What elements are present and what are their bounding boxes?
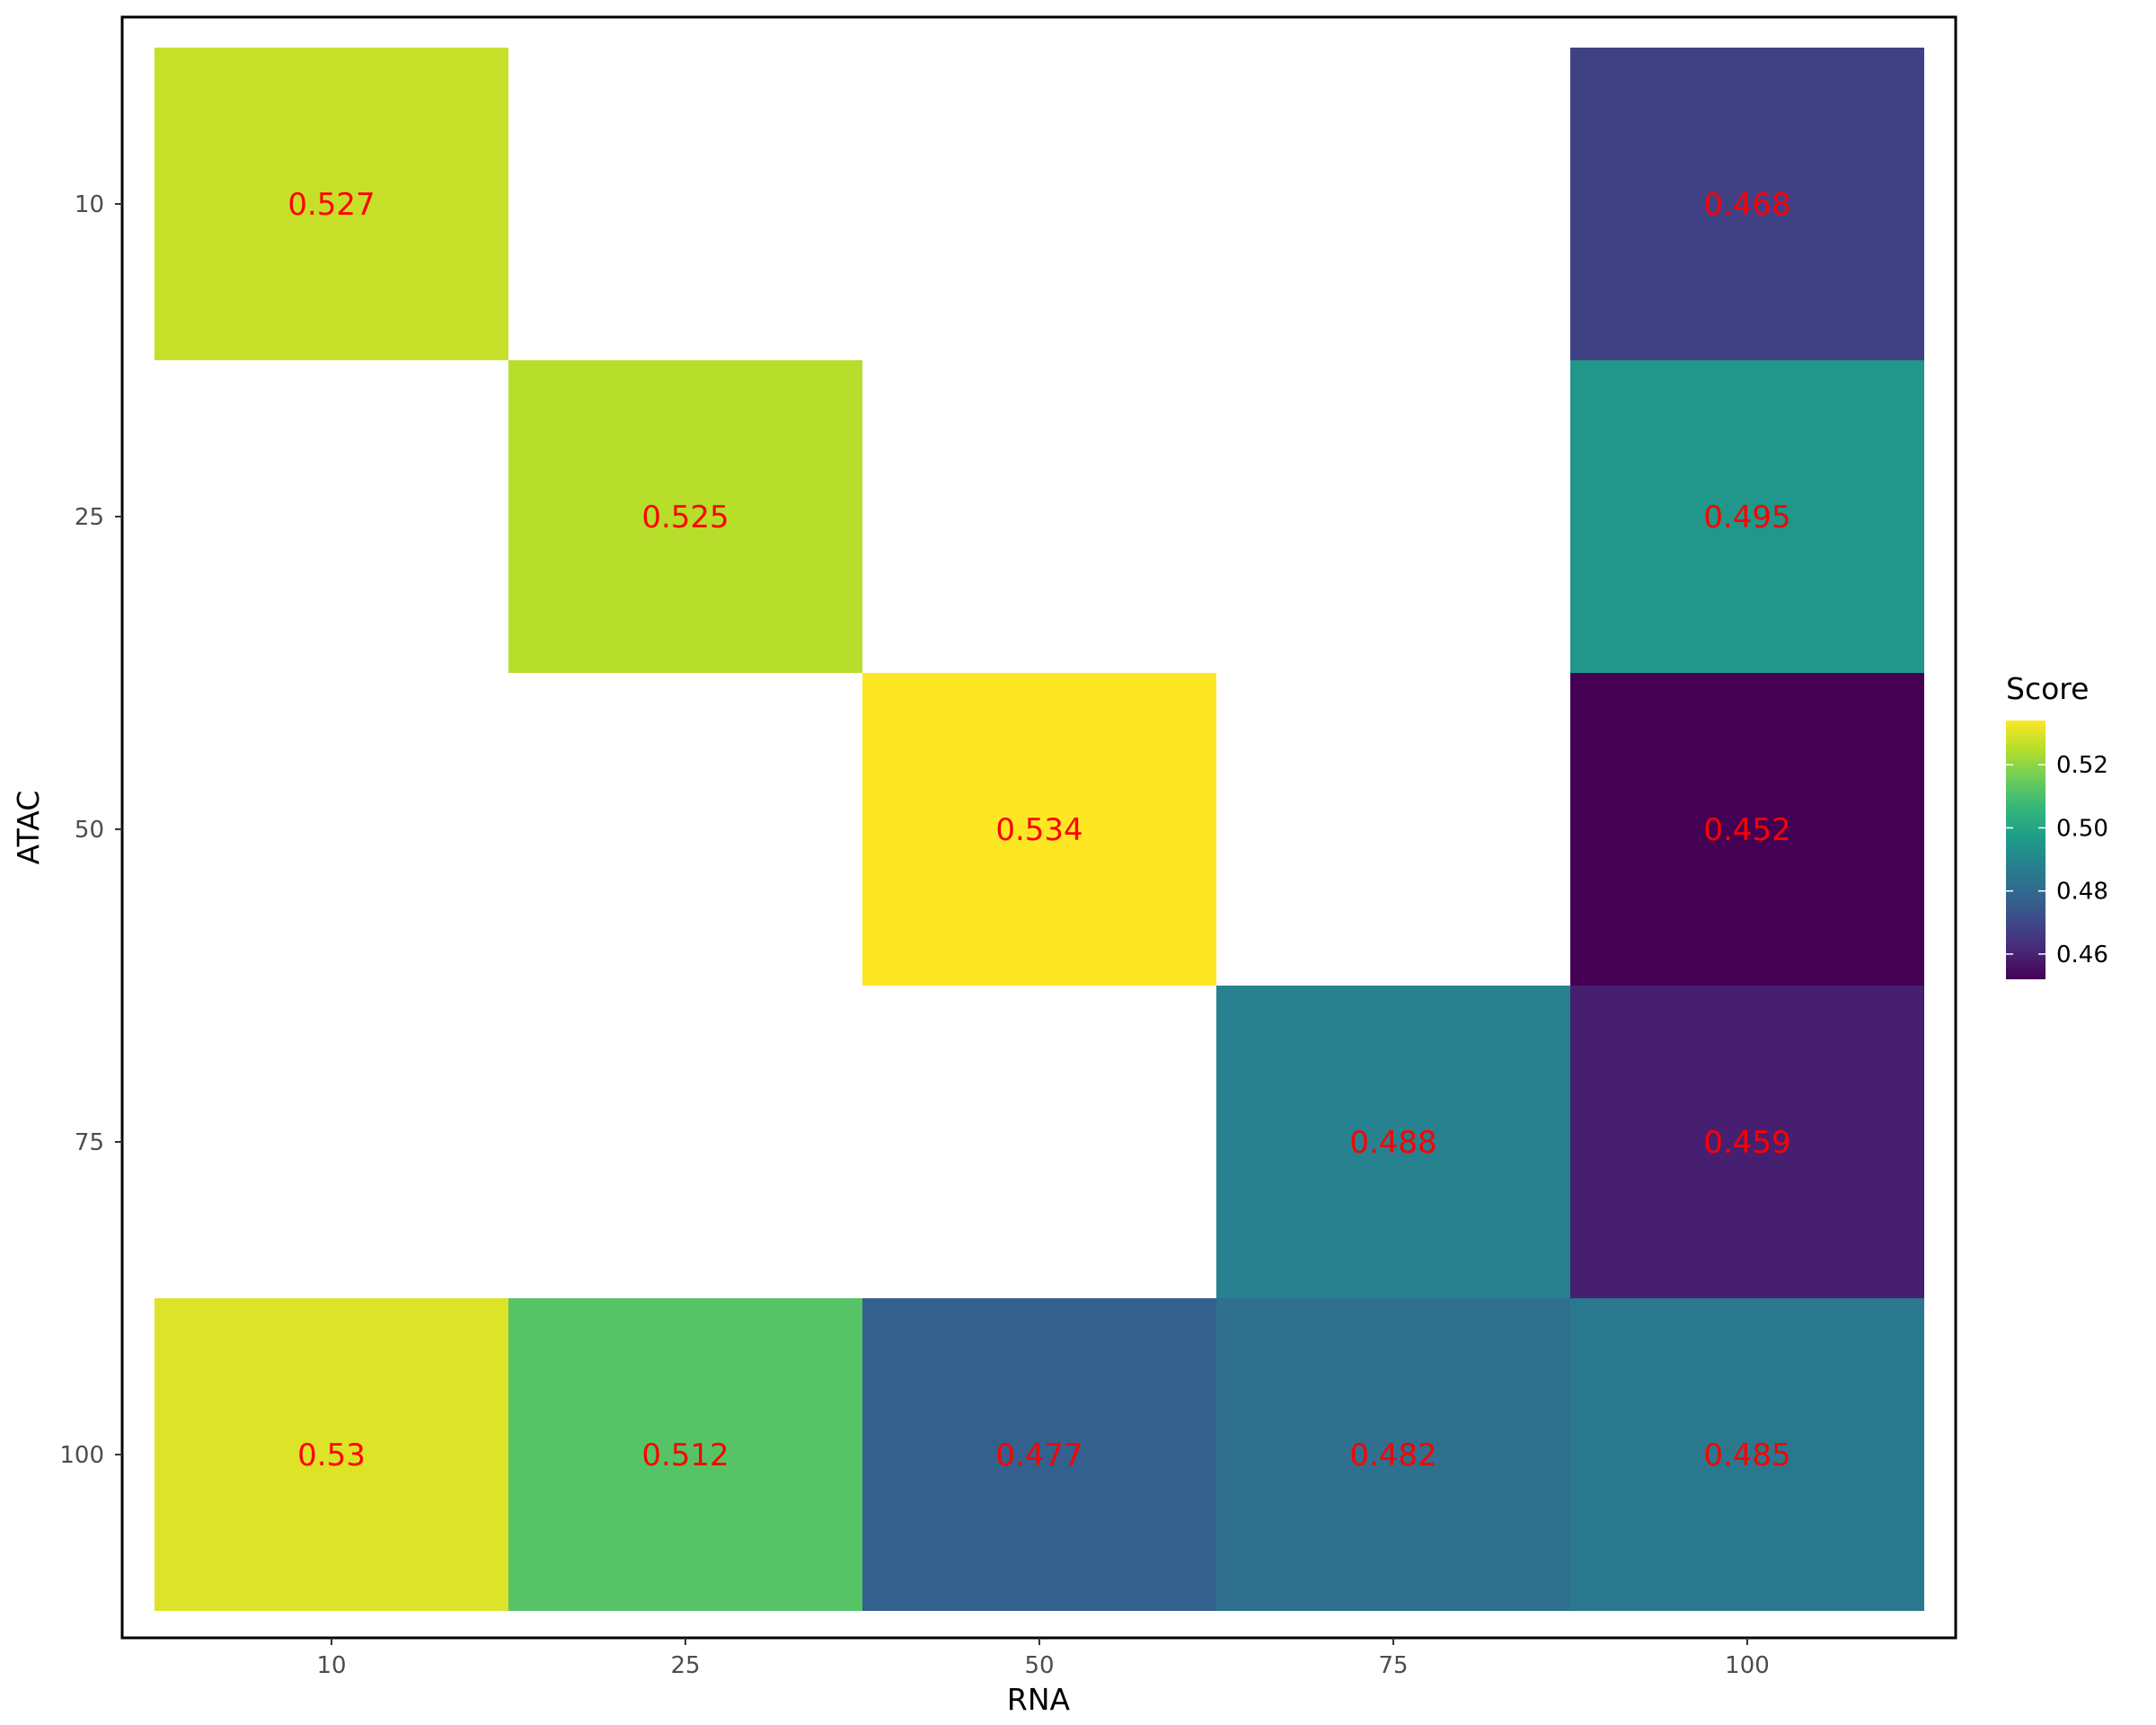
x-tick-label: 50 <box>1024 1652 1054 1679</box>
heatmap-cell-rna10-atac10 <box>155 48 508 360</box>
heatmap-cell-rna100-atac75 <box>1570 986 1924 1298</box>
cell-value-label: 0.527 <box>287 187 375 223</box>
y-tick-label: 100 <box>59 1442 104 1469</box>
legend-tick-label: 0.46 <box>2056 942 2108 969</box>
cell-value-label: 0.495 <box>1703 500 1790 535</box>
cell-labels: 0.527 0.468 0.525 0.495 0.534 0.452 0.488 0.459… <box>287 187 1790 1473</box>
x-tick-label: 25 <box>670 1652 700 1679</box>
cell-value-label: 0.482 <box>1349 1438 1436 1473</box>
cell-value-label: 0.452 <box>1703 812 1790 848</box>
x-axis-title: RNA <box>1007 1682 1071 1717</box>
cell-value-label: 0.485 <box>1703 1438 1790 1473</box>
y-axis-title: ATAC <box>11 791 46 865</box>
y-tick-label: 10 <box>75 191 104 218</box>
cell-value-label: 0.477 <box>995 1438 1082 1473</box>
x-tick-label: 100 <box>1725 1652 1770 1679</box>
cell-value-label: 0.525 <box>641 500 729 535</box>
x-axis-ticks: 10 25 50 75 100 <box>316 1638 1770 1679</box>
heatmap-cells <box>155 48 1924 1611</box>
legend-tick-label: 0.50 <box>2056 815 2108 842</box>
heatmap-cell-rna100-atac50 <box>1570 673 1924 986</box>
cell-value-label: 0.534 <box>995 812 1082 848</box>
cell-value-label: 0.53 <box>297 1438 366 1473</box>
x-tick-label: 10 <box>316 1652 346 1679</box>
heatmap-cell-rna75-atac75 <box>1216 986 1570 1298</box>
heatmap-cell-rna25-atac25 <box>508 360 862 673</box>
y-axis-ticks: 10 25 50 75 100 <box>59 191 122 1469</box>
y-tick-label: 50 <box>75 817 104 844</box>
y-tick-label: 75 <box>75 1129 104 1156</box>
cell-value-label: 0.512 <box>641 1438 729 1473</box>
legend-tick-label: 0.48 <box>2056 879 2108 906</box>
legend-colorbar <box>2006 721 2046 979</box>
heatmap-cell-rna50-atac100 <box>862 1298 1216 1611</box>
cell-value-label: 0.459 <box>1703 1125 1790 1161</box>
heatmap-cell-rna25-atac100 <box>508 1298 862 1611</box>
legend-tick-label: 0.52 <box>2056 752 2108 779</box>
heatmap-cell-rna100-atac10 <box>1570 48 1924 360</box>
heatmap-cell-rna75-atac100 <box>1216 1298 1570 1611</box>
color-legend: Score 0.46 0.48 0.50 0.52 <box>2006 671 2108 979</box>
heatmap-cell-rna50-atac50 <box>862 673 1216 986</box>
x-tick-label: 75 <box>1378 1652 1408 1679</box>
heatmap-cell-rna10-atac100 <box>155 1298 508 1611</box>
cell-value-label: 0.468 <box>1703 187 1790 223</box>
legend-title: Score <box>2006 671 2089 706</box>
y-tick-label: 25 <box>75 504 104 531</box>
heatmap-cell-rna100-atac25 <box>1570 360 1924 673</box>
cell-value-label: 0.488 <box>1349 1125 1436 1161</box>
heatmap-cell-rna100-atac100 <box>1570 1298 1924 1611</box>
